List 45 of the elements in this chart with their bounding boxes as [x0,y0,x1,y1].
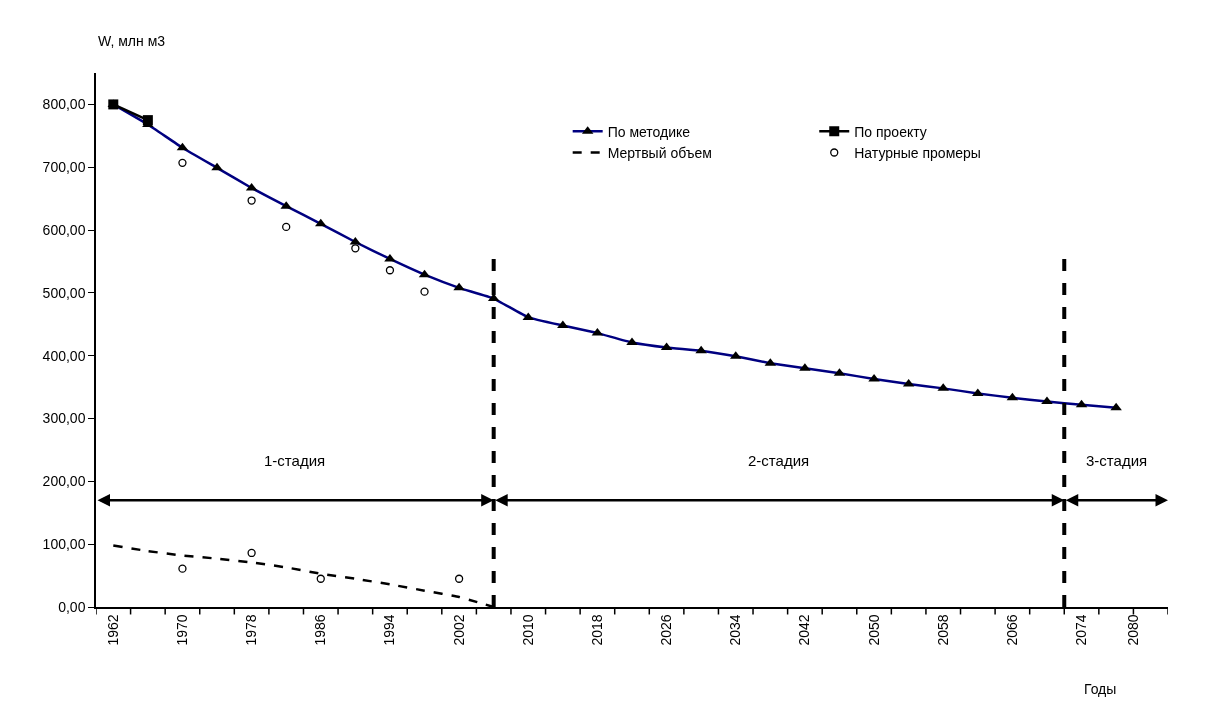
x-tick-label: 2066 [1003,614,1020,646]
x-tick-label: 2010 [519,614,536,646]
point [178,564,187,573]
x-tick-label: 1986 [312,614,329,646]
legend-label: По методике [607,123,691,140]
y-tick-label: 300,00 [42,410,86,427]
point [247,548,256,558]
y-tick-label: 600,00 [42,221,86,238]
annotation: 1-стадия [264,452,326,469]
point [247,196,256,205]
point [282,222,291,232]
y-tick-label: 500,00 [42,284,86,301]
point [454,574,464,583]
y-tick-label: 700,00 [42,159,86,176]
legend-label: Мертвый объем [607,144,712,161]
x-tick-label: 2058 [934,614,951,646]
point [420,287,429,296]
x-axis-title: Годы [1084,681,1117,697]
x-tick-label: 1994 [381,614,398,646]
legend-label: По проекту [854,123,927,140]
x-tick-label: 2002 [450,614,467,646]
y-axis-title: W, млн м3 [98,33,166,49]
x-tick-label: 1970 [174,614,190,646]
point [178,158,187,167]
annotation: 2-стадия [748,452,810,469]
y-tick-label: 800,00 [42,96,86,113]
x-tick-label: 2026 [658,614,675,646]
y-tick-label: 400,00 [42,347,86,364]
x-tick-label: 1978 [243,614,260,646]
x-tick-label: 2042 [796,614,813,646]
point [385,266,395,275]
y-tick-label: 200,00 [42,473,86,490]
x-tick-label: 2080 [1124,614,1141,646]
x-tick-label: 2018 [588,614,605,646]
y-tick-label: 0,00 [58,598,86,615]
point [351,244,360,253]
x-tick-label: 2050 [865,614,882,646]
annotation: 3-стадия [1086,452,1148,469]
point [142,115,153,126]
legend-label: Натурные промеры [854,144,981,161]
point [316,574,325,583]
x-tick-label: 1962 [104,614,121,646]
y-tick-label: 100,00 [42,536,86,553]
x-tick-label: 2074 [1073,614,1090,646]
x-tick-label: 2034 [727,614,744,646]
